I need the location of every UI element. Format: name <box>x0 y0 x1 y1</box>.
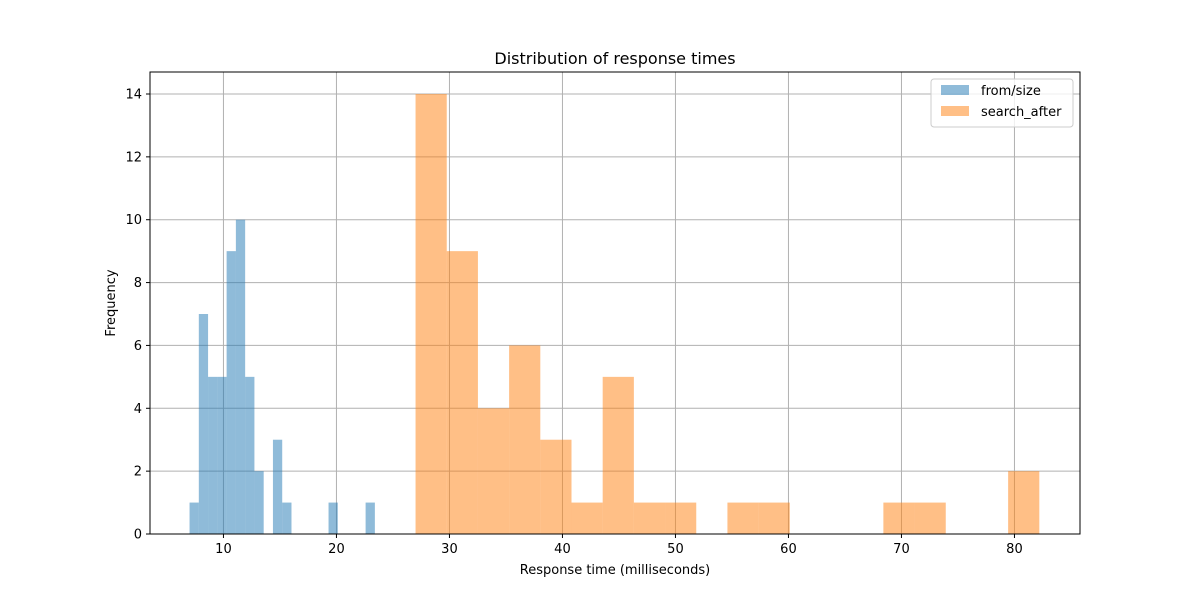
x-axis-ticks: 10 20 30 40 50 60 70 80 <box>215 534 1023 557</box>
y-axis-label: Frequency <box>104 269 119 336</box>
histogram-bar-search-after <box>446 251 478 534</box>
chart-title: Distribution of response times <box>494 49 735 68</box>
histogram-bar-from-size <box>328 502 338 534</box>
histogram-bar-search-after <box>602 376 634 534</box>
x-tick-label: 40 <box>554 542 571 557</box>
histogram-bar-search-after <box>665 502 697 534</box>
legend-label-search-after: search_after <box>981 105 1062 120</box>
y-tick-label: 14 <box>125 88 142 103</box>
histogram-bar-search-after <box>477 408 510 534</box>
y-tick-label: 4 <box>134 402 142 417</box>
histogram-bar-from-size <box>198 314 209 534</box>
legend-swatch-search-after <box>941 106 969 116</box>
histogram-bar-from-size <box>208 376 218 534</box>
histogram-bar-from-size <box>189 502 199 534</box>
histogram-bar-search-after <box>758 502 790 534</box>
y-tick-label: 8 <box>134 276 142 291</box>
x-tick-label: 80 <box>1006 542 1023 557</box>
histogram-bars <box>189 94 1040 534</box>
y-axis-ticks: 0 2 4 6 8 10 12 14 <box>125 88 150 543</box>
histogram-bar-search-after <box>540 439 572 534</box>
histogram-bar-from-size <box>217 376 227 534</box>
legend-swatch-from-size <box>941 85 969 95</box>
histogram-bar-search-after <box>883 502 915 534</box>
x-tick-label: 70 <box>893 542 910 557</box>
legend-label-from-size: from/size <box>981 84 1041 99</box>
y-tick-label: 2 <box>134 465 142 480</box>
histogram-bar-search-after <box>571 502 603 534</box>
histogram-bar-search-after <box>914 502 946 534</box>
histogram-bar-from-size <box>245 376 255 534</box>
x-tick-label: 20 <box>328 542 345 557</box>
histogram-bar-from-size <box>226 251 236 534</box>
y-tick-label: 0 <box>134 528 142 543</box>
y-tick-label: 6 <box>134 339 142 354</box>
histogram-bar-from-size <box>282 502 292 534</box>
x-tick-label: 50 <box>667 542 684 557</box>
histogram-bar-search-after <box>727 502 759 534</box>
x-axis-label: Response time (milliseconds) <box>520 563 710 578</box>
plot-frame <box>149 71 1081 535</box>
y-tick-label: 10 <box>125 213 142 228</box>
histogram-bar-from-size <box>272 439 283 534</box>
histogram-bar-from-size <box>254 471 264 534</box>
x-tick-label: 30 <box>441 542 458 557</box>
x-tick-label: 60 <box>780 542 797 557</box>
y-tick-label: 12 <box>125 150 142 165</box>
histogram-bar-from-size <box>235 219 246 534</box>
legend: from/size search_after <box>930 78 1074 128</box>
histogram-bar-search-after <box>633 502 666 534</box>
histogram-bar-search-after <box>509 345 541 534</box>
histogram-bar-from-size <box>365 502 375 534</box>
histogram-bar-search-after <box>415 94 447 534</box>
x-tick-label: 10 <box>215 542 232 557</box>
histogram-bar-search-after <box>1008 471 1040 534</box>
